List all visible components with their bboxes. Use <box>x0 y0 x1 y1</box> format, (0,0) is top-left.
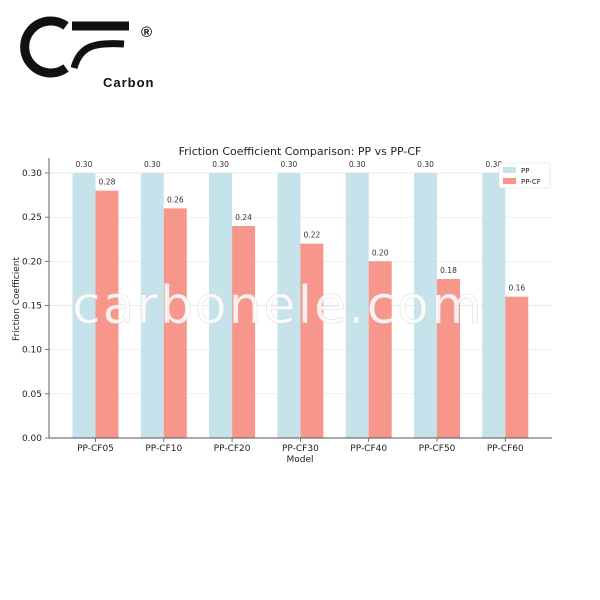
bar-pp <box>345 173 369 438</box>
cf-logo-mark <box>20 16 129 78</box>
bar-ppcf <box>437 279 460 438</box>
y-tick-label: 0.30 <box>22 169 42 179</box>
data-label: 0.28 <box>99 178 116 187</box>
bar-ppcf <box>95 190 119 438</box>
y-tick-label: 0.20 <box>22 257 42 267</box>
bar-pp <box>414 173 437 438</box>
x-tick-label: PP-CF30 <box>282 444 319 454</box>
logo-text: Carbon <box>103 75 155 90</box>
data-label: 0.30 <box>349 160 366 169</box>
legend-swatch <box>503 167 516 173</box>
axes: 0.00 0.05 0.10 0.15 0.20 0.25 0.30 PP-CF05 PP-CF… <box>22 158 552 454</box>
y-tick-label: 0.15 <box>22 302 42 312</box>
data-label: 0.30 <box>281 160 298 169</box>
data-label: 0.22 <box>304 231 321 240</box>
data-label: 0.30 <box>76 160 93 169</box>
bar-ppcf <box>505 296 529 438</box>
x-tick-label: PP-CF20 <box>214 444 251 454</box>
watermark-text: carbonele.com <box>72 276 484 337</box>
bars <box>72 173 529 438</box>
bar-pp <box>277 173 301 438</box>
data-labels: 0.30 0.28 0.30 0.26 0.30 0.24 0.30 0.22 0.30 0.20… <box>76 160 526 293</box>
bar-ppcf <box>300 243 324 438</box>
x-tick-label: PP-CF50 <box>419 444 456 454</box>
chart-title: Friction Coefficient Comparison: PP vs P… <box>179 145 422 158</box>
y-axis-label: Friction Coefficient <box>12 257 22 341</box>
y-tick-label: 0.00 <box>22 434 42 444</box>
cf-carbon-logo: Carbon ® <box>14 12 164 90</box>
legend-swatch <box>503 178 516 184</box>
y-tick-label: 0.25 <box>22 213 42 223</box>
bar-ppcf <box>163 208 187 438</box>
bar-pp <box>209 173 233 438</box>
data-label: 0.20 <box>372 248 389 257</box>
bar-pp <box>482 173 506 438</box>
bar-ppcf <box>232 226 256 438</box>
data-label: 0.30 <box>212 160 229 169</box>
x-tick-label: PP-CF60 <box>487 444 524 454</box>
bar-pp <box>72 173 96 438</box>
x-tick-label: PP-CF10 <box>145 444 182 454</box>
data-label: 0.30 <box>144 160 161 169</box>
x-tick-label: PP-CF40 <box>350 444 387 454</box>
legend: PP PP-CF <box>498 162 551 189</box>
data-label: 0.26 <box>167 195 184 204</box>
data-label: 0.24 <box>235 213 252 222</box>
legend-label: PP-CF <box>521 178 541 186</box>
registered-mark: ® <box>141 24 153 41</box>
data-label: 0.16 <box>508 284 525 293</box>
bar-ppcf <box>368 261 392 438</box>
data-label: 0.18 <box>440 266 457 275</box>
bar-pp <box>140 173 164 438</box>
y-tick-label: 0.10 <box>22 346 42 356</box>
legend-label: PP <box>521 167 529 175</box>
y-tick-label: 0.05 <box>22 390 42 400</box>
x-axis-label: Model <box>286 455 313 465</box>
data-label: 0.30 <box>485 160 502 169</box>
x-tick-label: PP-CF05 <box>77 444 114 454</box>
data-label: 0.30 <box>417 160 434 169</box>
